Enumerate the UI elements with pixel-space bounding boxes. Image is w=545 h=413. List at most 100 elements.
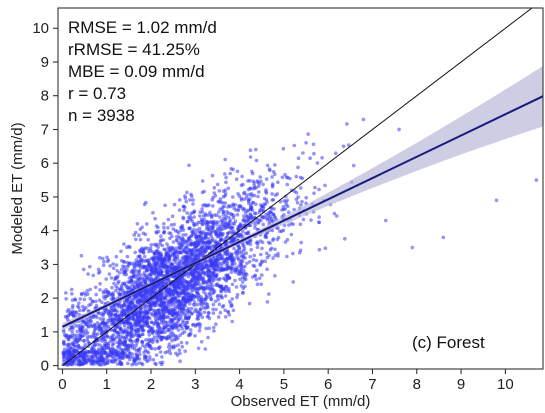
data-point [236,256,240,261]
data-point [188,298,193,302]
data-point [78,326,83,331]
data-point [125,254,130,259]
data-point [102,357,107,362]
data-point [113,317,118,321]
data-point [223,217,227,222]
data-point [98,281,102,286]
data-point [181,204,186,209]
data-point [72,333,77,337]
data-point [213,299,218,304]
data-point [193,257,198,262]
data-point [106,343,110,348]
data-point [196,220,200,225]
data-point [192,300,197,305]
data-point [141,343,145,348]
data-point [160,296,164,301]
y-tick-label: 10 [32,20,49,37]
data-point [138,227,143,232]
data-point [98,288,102,292]
data-point [158,239,163,243]
data-point [166,345,171,349]
data-point [173,334,178,338]
data-point [132,319,137,324]
data-point [94,315,99,320]
data-point [93,285,98,290]
data-point [191,198,195,202]
data-point [205,304,209,309]
stat-line: MBE = 0.09 mm/d [68,62,205,81]
data-point [122,324,127,328]
data-point [280,175,285,180]
data-point [176,298,181,303]
data-point [91,273,95,278]
data-point [209,288,213,292]
data-point [117,305,121,309]
data-point [86,272,90,276]
data-point [317,215,321,219]
data-point [154,274,159,278]
data-point [169,223,174,227]
data-point [167,294,171,298]
data-point [133,296,138,300]
data-point [193,270,198,274]
data-point [134,258,139,262]
data-point [182,287,186,292]
data-point [273,274,277,278]
data-point [260,260,264,265]
data-point [148,272,152,277]
data-point [203,347,208,351]
data-point [227,215,231,220]
data-point [229,167,233,171]
data-point [211,204,215,208]
data-point [234,177,239,181]
data-point [169,324,173,329]
data-point [252,193,257,198]
data-point [91,299,95,304]
x-tick-label: 8 [413,376,421,393]
data-point [190,271,194,276]
data-point [165,299,170,304]
data-point [204,204,208,208]
data-point [239,198,244,202]
data-point [120,314,124,319]
stat-line: rRMSE = 41.25% [68,40,200,59]
data-point [155,335,160,340]
data-point [143,357,147,361]
data-point [154,353,159,357]
data-point [268,210,273,214]
data-point [135,222,140,226]
data-point [181,233,185,237]
data-point [244,251,248,255]
data-point [128,321,132,326]
data-point [151,357,156,362]
data-point [133,250,137,255]
data-point [163,256,167,261]
data-point [149,276,154,280]
data-point [181,228,186,232]
data-point [121,264,125,269]
data-point [131,343,135,348]
data-point [198,263,203,267]
data-point [237,246,242,250]
data-point [210,284,215,288]
data-point [159,293,164,298]
data-point [171,240,176,244]
data-point [135,261,139,265]
data-point [168,285,172,289]
x-tick-label: 5 [280,376,288,393]
data-point [135,338,140,342]
data-point [185,286,190,291]
data-point [180,291,184,295]
data-point [178,333,182,338]
data-point [183,349,187,354]
data-point [159,261,164,266]
data-point [140,293,144,297]
data-point [259,218,263,223]
data-point [227,289,232,294]
data-point [128,330,132,335]
y-tick-label: 1 [41,324,49,341]
data-point [90,347,95,351]
data-point [135,333,139,338]
data-point [125,329,129,334]
data-point [268,219,272,224]
